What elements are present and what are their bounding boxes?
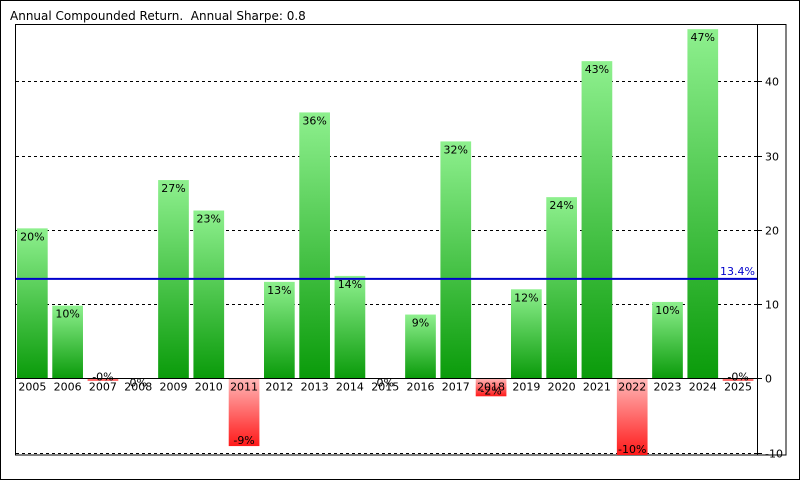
data-label: -0% bbox=[92, 370, 113, 383]
y-tick-label: -10 bbox=[765, 448, 783, 461]
x-tick-label: 2025 bbox=[724, 380, 752, 393]
x-tick-label: 2019 bbox=[512, 380, 540, 393]
bar-2021 bbox=[581, 61, 613, 379]
data-label: -0% bbox=[727, 370, 748, 383]
bar-2014 bbox=[334, 275, 366, 379]
average-line-label: 13.4% bbox=[720, 265, 755, 278]
y-tick-label: 0 bbox=[765, 373, 772, 386]
x-tick-label: 2017 bbox=[442, 380, 470, 393]
y-tick-label: 40 bbox=[765, 76, 779, 89]
bar-2010 bbox=[193, 210, 225, 379]
bar-2006 bbox=[52, 305, 83, 379]
bar-2011 bbox=[228, 378, 260, 447]
x-tick-label: 2022 bbox=[618, 380, 646, 393]
x-tick-label: 2015 bbox=[371, 380, 399, 393]
x-tick-label: 2021 bbox=[583, 380, 611, 393]
bar-2007 bbox=[87, 378, 119, 381]
x-tick-label: 2006 bbox=[54, 380, 82, 393]
x-tick-label: 2008 bbox=[124, 380, 152, 393]
data-label: 24% bbox=[549, 199, 573, 212]
y-tick-label: 10 bbox=[765, 299, 779, 312]
data-label: 27% bbox=[161, 182, 185, 195]
x-tick-label: 2023 bbox=[653, 380, 681, 393]
bar-2017 bbox=[440, 141, 472, 379]
x-tick-label: 2011 bbox=[230, 380, 258, 393]
bar-2025 bbox=[722, 378, 754, 381]
bar-2020 bbox=[546, 197, 577, 379]
y-tick-label: 20 bbox=[765, 225, 779, 238]
bar-2018 bbox=[475, 378, 507, 397]
data-label: 0% bbox=[129, 376, 146, 389]
bar-2022 bbox=[616, 378, 648, 455]
data-label: 10% bbox=[55, 308, 79, 321]
y-tick-label: 30 bbox=[765, 151, 779, 164]
data-label: 20% bbox=[20, 230, 44, 243]
data-label: 47% bbox=[691, 31, 715, 44]
x-tick-label: 2013 bbox=[301, 380, 329, 393]
data-label: 23% bbox=[197, 213, 221, 226]
data-label: 32% bbox=[444, 143, 468, 156]
x-tick-label: 2005 bbox=[18, 380, 46, 393]
data-label: -10% bbox=[618, 443, 646, 456]
x-tick-label: 2018 bbox=[477, 380, 505, 393]
data-label: -9% bbox=[233, 434, 254, 447]
bar-2016 bbox=[405, 314, 436, 379]
data-label: 0% bbox=[376, 376, 393, 389]
bar-2019 bbox=[511, 289, 542, 379]
data-label: 9% bbox=[412, 317, 429, 330]
bar-2023 bbox=[652, 301, 683, 379]
x-tick-label: 2007 bbox=[89, 380, 117, 393]
data-label: 13% bbox=[267, 284, 291, 297]
x-tick-label: 2009 bbox=[159, 380, 187, 393]
x-tick-label: 2024 bbox=[689, 380, 717, 393]
bar-2012 bbox=[264, 281, 295, 379]
data-label: 10% bbox=[655, 304, 679, 317]
data-label: 43% bbox=[585, 63, 609, 76]
plot-frame bbox=[15, 24, 787, 456]
x-tick-label: 2014 bbox=[336, 380, 364, 393]
x-tick-label: 2020 bbox=[548, 380, 576, 393]
bar-2013 bbox=[299, 112, 330, 379]
x-tick-label: 2016 bbox=[406, 380, 434, 393]
data-label: 12% bbox=[514, 291, 538, 304]
bar-2024 bbox=[687, 29, 719, 379]
data-label: 14% bbox=[338, 278, 362, 291]
data-label: -2% bbox=[480, 384, 501, 397]
chart-title: Annual Compounded Return. Annual Sharpe:… bbox=[10, 9, 306, 23]
x-tick-label: 2010 bbox=[195, 380, 223, 393]
x-tick-label: 2012 bbox=[265, 380, 293, 393]
bar-2005 bbox=[17, 228, 48, 379]
data-label: 36% bbox=[302, 114, 326, 127]
